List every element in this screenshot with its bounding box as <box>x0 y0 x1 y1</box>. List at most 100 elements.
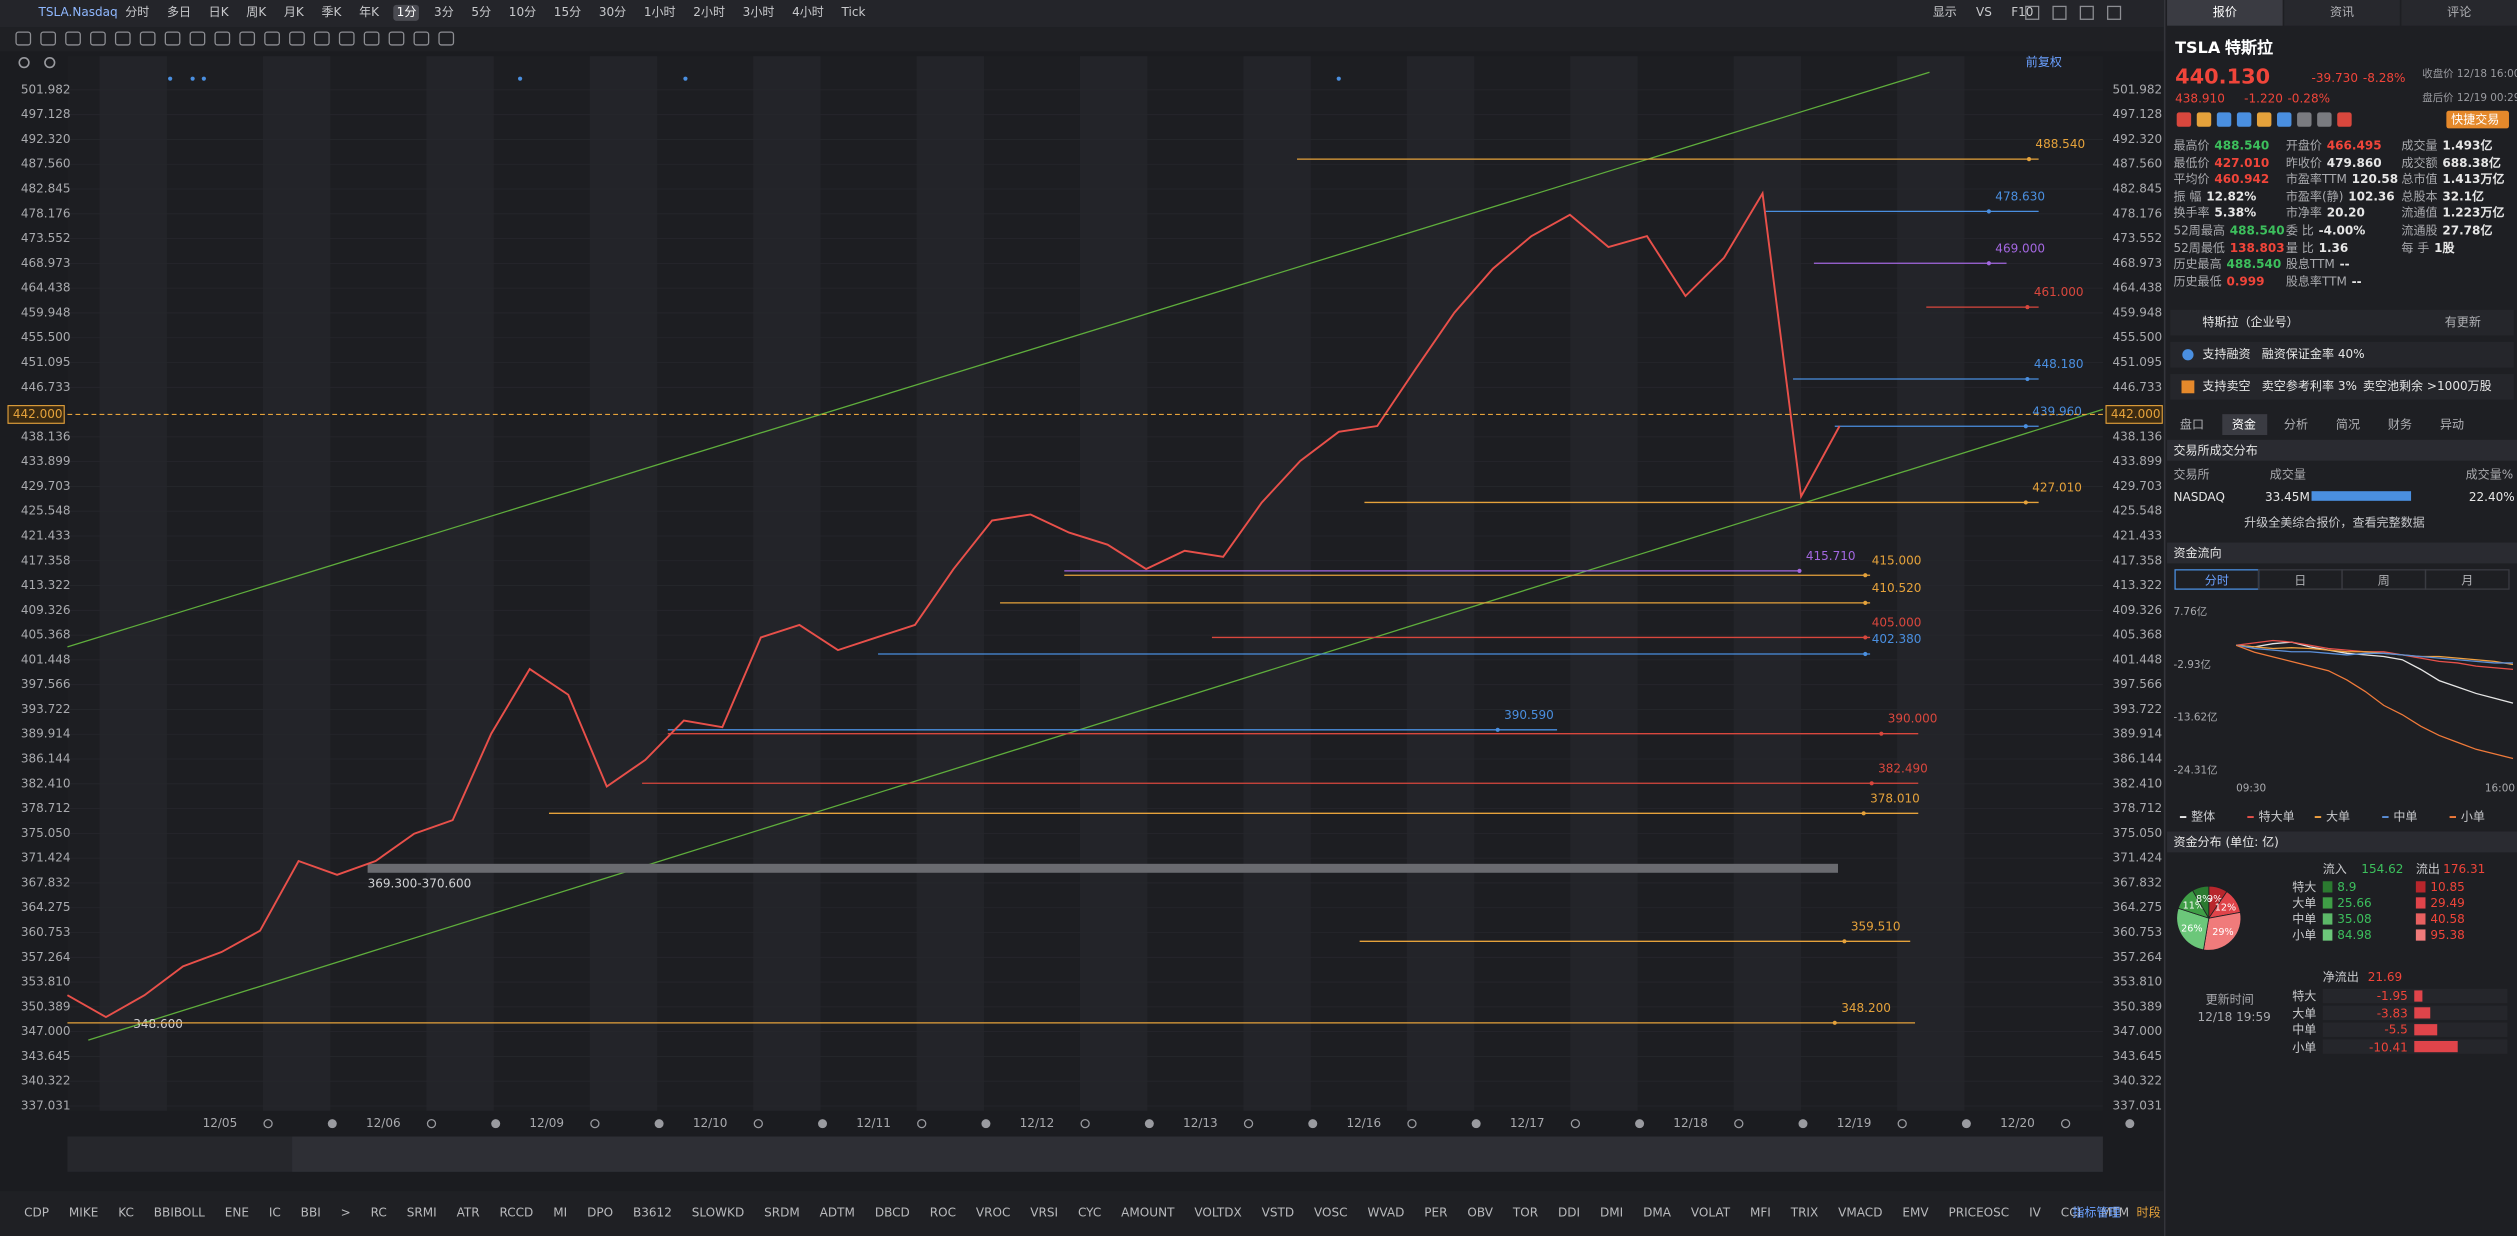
period-tab[interactable]: 2小时 <box>693 4 726 20</box>
outflow-label: 流出 <box>2415 861 2440 877</box>
indicator[interactable]: VOLAT <box>1690 1205 1731 1220</box>
stat-value: 479.860 <box>2326 155 2382 170</box>
sub-tab[interactable]: 资金 <box>2231 417 2256 432</box>
sub-tab[interactable]: 财务 <box>2387 417 2413 432</box>
indicator[interactable]: ATR <box>456 1205 480 1220</box>
indicator[interactable]: ADTM <box>819 1205 855 1220</box>
symbol[interactable]: TSLA.Nasdaq <box>38 4 118 20</box>
net-bar <box>2414 1024 2438 1036</box>
indicator[interactable]: AMOUNT <box>1121 1205 1175 1220</box>
stat-value: 102.36 <box>2348 189 2395 204</box>
indicator[interactable]: DPO <box>587 1205 614 1220</box>
panel-tab[interactable]: 资讯 <box>2329 4 2355 20</box>
sub-tab[interactable]: 简况 <box>2335 417 2360 432</box>
sun-icon <box>590 1118 600 1129</box>
sub-tab[interactable]: 盘口 <box>2179 417 2204 432</box>
period-tab[interactable]: 15分 <box>553 4 582 20</box>
indicator[interactable]: SRMI <box>406 1205 437 1220</box>
in-swatch <box>2322 929 2333 941</box>
indicator[interactable]: KC <box>118 1205 134 1220</box>
sub-tab[interactable]: 分析 <box>2283 417 2308 432</box>
company-update[interactable]: 有更新 <box>2444 314 2481 330</box>
period-tab[interactable]: Tick <box>841 4 866 20</box>
indicator[interactable]: WVAD <box>1367 1205 1405 1220</box>
indicator[interactable]: SRDM <box>764 1205 800 1220</box>
indicator[interactable]: TRIX <box>1790 1205 1819 1220</box>
indicator[interactable]: DDI <box>1558 1205 1581 1220</box>
indicator[interactable]: ROC <box>929 1205 956 1220</box>
indicator[interactable]: MTM <box>2101 1205 2130 1220</box>
price-line-label: 402.380 <box>1872 632 1922 646</box>
indicator[interactable]: ENE <box>224 1205 249 1220</box>
indicator-manage[interactable]: 指标管理 <box>2072 1205 2121 1220</box>
period-tab[interactable]: 3小时 <box>742 4 775 20</box>
indicator[interactable]: IC <box>268 1205 281 1220</box>
indicator[interactable]: MI <box>553 1205 568 1220</box>
period-tab[interactable]: 月K <box>283 4 304 20</box>
indicator[interactable]: OBV <box>1467 1205 1494 1220</box>
period-tab[interactable]: 4小时 <box>792 4 824 20</box>
indicator[interactable]: VSTD <box>1261 1205 1295 1220</box>
period-tab[interactable]: 周K <box>246 4 267 20</box>
indicator[interactable]: > <box>340 1205 351 1220</box>
session[interactable]: 时段 <box>2136 1205 2161 1220</box>
adjust-mode[interactable]: 前复权 <box>2025 54 2062 70</box>
toolbar-item[interactable]: 显示 <box>1932 4 1957 20</box>
period-tab[interactable]: 年K <box>359 4 380 20</box>
indicator[interactable]: VOSC <box>1314 1205 1348 1220</box>
flow-line <box>2236 641 2514 704</box>
indicator[interactable]: SLOWKD <box>691 1205 745 1220</box>
period-tab[interactable]: 分时 <box>125 4 150 20</box>
period-tab[interactable]: 1分 <box>393 4 420 21</box>
flow-tab[interactable]: 日 <box>2294 573 2307 588</box>
trade-button[interactable]: 快捷交易 <box>2451 112 2500 127</box>
indicator[interactable]: B3612 <box>632 1205 672 1220</box>
period-tab[interactable]: 季K <box>321 4 342 20</box>
flow-tab[interactable]: 周 <box>2377 573 2390 588</box>
after-change: -1.220 <box>2244 91 2283 106</box>
indicator[interactable]: PRICEOSC <box>1948 1205 2010 1220</box>
panel-tab[interactable]: 评论 <box>2447 4 2472 20</box>
pie-slice <box>2192 885 2210 920</box>
indicator[interactable]: VROC <box>975 1205 1011 1220</box>
indicator[interactable]: VMACD <box>1838 1205 1883 1220</box>
tool-icon <box>313 31 330 46</box>
toolbar-item[interactable]: F10 <box>2011 4 2034 20</box>
flow-tab[interactable]: 分时 <box>2204 573 2229 588</box>
indicator[interactable]: MIKE <box>68 1205 99 1220</box>
indicator[interactable]: VOLTDX <box>1194 1205 1242 1220</box>
indicator[interactable]: PER <box>1424 1205 1448 1220</box>
indicator-bar-bg <box>0 1191 2164 1236</box>
exchange-note[interactable]: 升级全美综合报价，查看完整数据 <box>2244 515 2425 530</box>
indicator[interactable]: TOR <box>1512 1205 1539 1220</box>
indicator[interactable]: BBI <box>300 1205 321 1220</box>
period-tab[interactable]: 多日 <box>166 4 192 20</box>
indicator[interactable]: EMV <box>1902 1205 1929 1220</box>
indicator[interactable]: DBCD <box>874 1205 910 1220</box>
y-tick-label: 492.320 <box>21 132 71 146</box>
stat-cell: 最低价 427.010 <box>2173 156 2269 169</box>
indicator[interactable]: DMA <box>1643 1205 1672 1220</box>
indicator[interactable]: MFI <box>1749 1205 1771 1220</box>
indicator[interactable]: BBIBOLL <box>153 1205 205 1220</box>
indicator[interactable]: RCCD <box>499 1205 534 1220</box>
indicator[interactable]: VRSI <box>1030 1205 1059 1220</box>
sub-tab[interactable]: 异动 <box>2439 417 2465 432</box>
panel-tab[interactable]: 报价 <box>2212 4 2237 20</box>
flow-tab[interactable]: 月 <box>2461 573 2474 588</box>
range-bar <box>367 863 1838 873</box>
period-tab[interactable]: 10分 <box>508 4 537 20</box>
company[interactable]: 特斯拉（企业号） <box>2202 314 2299 330</box>
period-tab[interactable]: 30分 <box>598 4 627 20</box>
period-tab[interactable]: 3分 <box>434 4 454 20</box>
indicator[interactable]: CDP <box>24 1205 50 1220</box>
period-tab[interactable]: 日K <box>208 4 229 20</box>
indicator[interactable]: IV <box>2029 1205 2041 1220</box>
period-tab[interactable]: 1小时 <box>643 4 676 20</box>
toolbar-item[interactable]: VS <box>1976 4 1992 20</box>
indicator[interactable]: CCI <box>2060 1205 2082 1220</box>
period-tab[interactable]: 5分 <box>471 4 492 20</box>
indicator[interactable]: CYC <box>1077 1205 1102 1220</box>
indicator[interactable]: DMI <box>1599 1205 1624 1220</box>
indicator[interactable]: RC <box>370 1205 387 1220</box>
